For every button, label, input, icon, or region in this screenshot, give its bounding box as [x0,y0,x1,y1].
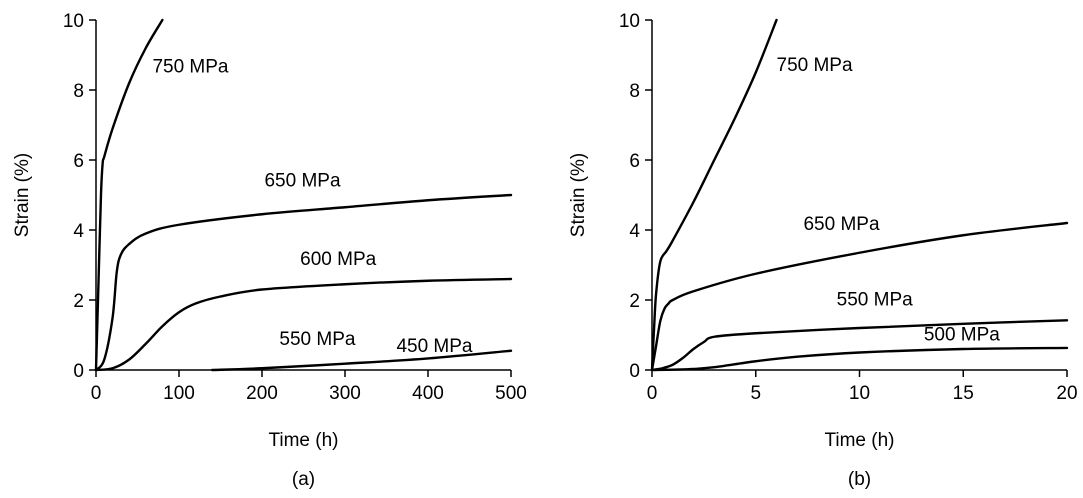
x-tick-label: 500 [495,383,527,404]
curve-label: 650 MPa [803,214,879,235]
series-line-650-mpa [94,193,513,372]
x-tick-label: 15 [953,383,974,404]
x-tick-label: 0 [91,383,102,404]
y-tick-label: 8 [629,81,640,102]
y-tick-label: 4 [629,221,640,242]
x-axis-title: Time (h) [268,430,338,451]
curve-label: 750 MPa [777,55,853,76]
series-line-550-mpa [650,319,1069,372]
curve-label: 450 MPa [396,336,472,357]
x-tick-label: 5 [750,383,761,404]
curve-label: 650 MPa [264,170,340,191]
panel-b: 0 2 4 6 8 10 0 5 10 15 20 Time (h) Strain (%) 750 MPa… [568,11,1078,490]
y-tick-label: 2 [629,291,640,312]
x-tick-label: 300 [329,383,361,404]
panel-label: (a) [292,469,315,490]
x-tick-label: 20 [1056,383,1077,404]
curve-label: 500 MPa [924,324,1000,345]
panel-label: (b) [848,469,871,490]
x-tick-label: 400 [412,383,444,404]
curve-label: 750 MPa [152,57,228,78]
y-tick-label: 10 [619,11,640,32]
x-tick-label: 0 [647,383,658,404]
curve-label: 550 MPa [279,329,355,350]
y-tick-label: 0 [73,361,84,382]
curve-label: 600 MPa [300,249,376,270]
series-line-600-mpa [94,277,513,372]
series-line-550-mpa [211,349,513,372]
y-tick-label: 0 [629,361,640,382]
y-tick-label: 6 [73,151,84,172]
y-axis-title: Strain (%) [12,153,33,237]
x-tick-label: 100 [163,383,195,404]
y-tick-label: 6 [629,151,640,172]
series-line-500-mpa [650,346,1069,372]
series-line-750-mpa [94,18,164,372]
y-tick-label: 10 [63,11,84,32]
y-tick-label: 2 [73,291,84,312]
series-line-650-mpa [650,221,1069,372]
x-axis-title: Time (h) [824,430,894,451]
series-line-750-mpa [650,18,778,372]
y-tick-label: 8 [73,81,84,102]
x-tick-label: 10 [849,383,870,404]
x-tick-label: 200 [246,383,278,404]
curve-label: 550 MPa [837,289,913,310]
y-axis-title: Strain (%) [568,153,589,237]
y-tick-label: 4 [73,221,84,242]
